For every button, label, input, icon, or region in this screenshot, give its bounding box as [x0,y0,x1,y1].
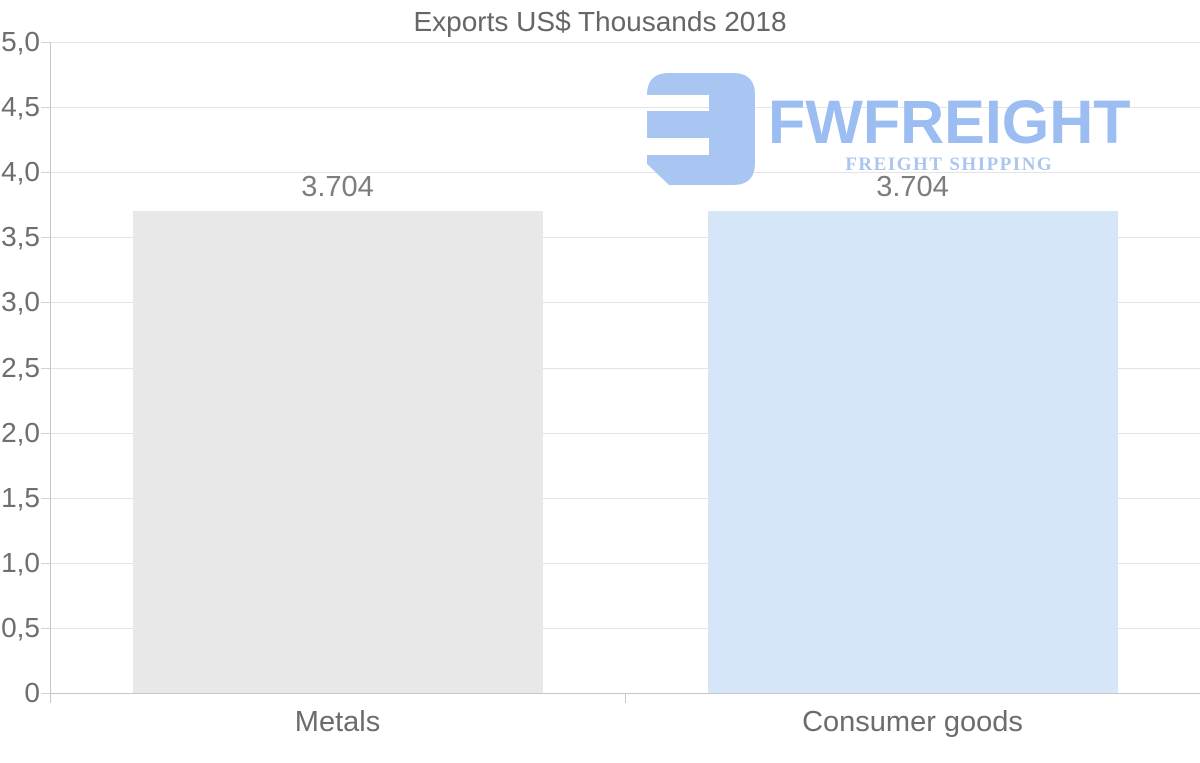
y-axis-tick-label: 4,5 [1,91,40,123]
y-axis-tick-label: 1,0 [1,546,40,578]
y-axis-tick [41,627,50,629]
bar-value-label-consumer-goods: 3.704 [876,170,949,203]
gridline [50,302,1200,304]
bar-consumer-goods [707,210,1118,693]
bar-metals [132,210,543,693]
y-axis-tick [41,302,50,304]
watermark-tagline-text: FREIGHT SHIPPING [845,154,1054,175]
y-axis-tick-label: 2,5 [1,351,40,383]
y-axis-tick-label: 2,0 [1,416,40,448]
y-axis-tick [41,172,50,174]
y-axis-tick-label: 4,0 [1,156,40,188]
y-axis-tick-label: 3,5 [1,221,40,253]
gridline [50,42,1200,43]
x-axis-tick [625,693,626,703]
y-axis-tick [41,562,50,564]
gridline [50,237,1200,239]
gridline [50,497,1200,499]
y-axis-tick [41,432,50,434]
y-axis-tick-label: 0,5 [1,611,40,643]
y-axis-tick-label: 5,0 [1,26,40,57]
gridline [50,367,1200,369]
x-axis-category-label-metals: Metals [294,706,381,738]
watermark-brand-text: FWFREIGHT [768,88,1131,156]
gridline [50,432,1200,434]
watermark-logo: FWFREIGHT FREIGHT SHIPPING [647,73,1131,185]
chart-title: Exports US$ Thousands 2018 [413,6,787,37]
gridline [50,172,1200,174]
y-axis-tick [41,42,50,43]
gridline [50,562,1200,564]
bar-value-label-metals: 3.704 [301,170,374,203]
fwfreight-logo-mark-icon [647,73,755,185]
y-axis-tick [41,497,50,499]
y-axis-tick [41,107,50,109]
y-axis-tick-label: 0 [24,677,40,708]
watermark-text: FWFREIGHT FREIGHT SHIPPING [768,88,1131,176]
x-axis-category-label-consumer-goods: Consumer goods [802,706,1023,738]
y-axis-tick [41,237,50,239]
y-axis-tick [41,367,50,369]
y-axis-tick-label: 1,5 [1,481,40,513]
y-axis-line [50,42,51,703]
gridline [50,627,1200,629]
gridline [50,107,1200,109]
y-axis-tick [41,693,50,694]
y-axis-tick-label: 3,0 [1,286,40,318]
